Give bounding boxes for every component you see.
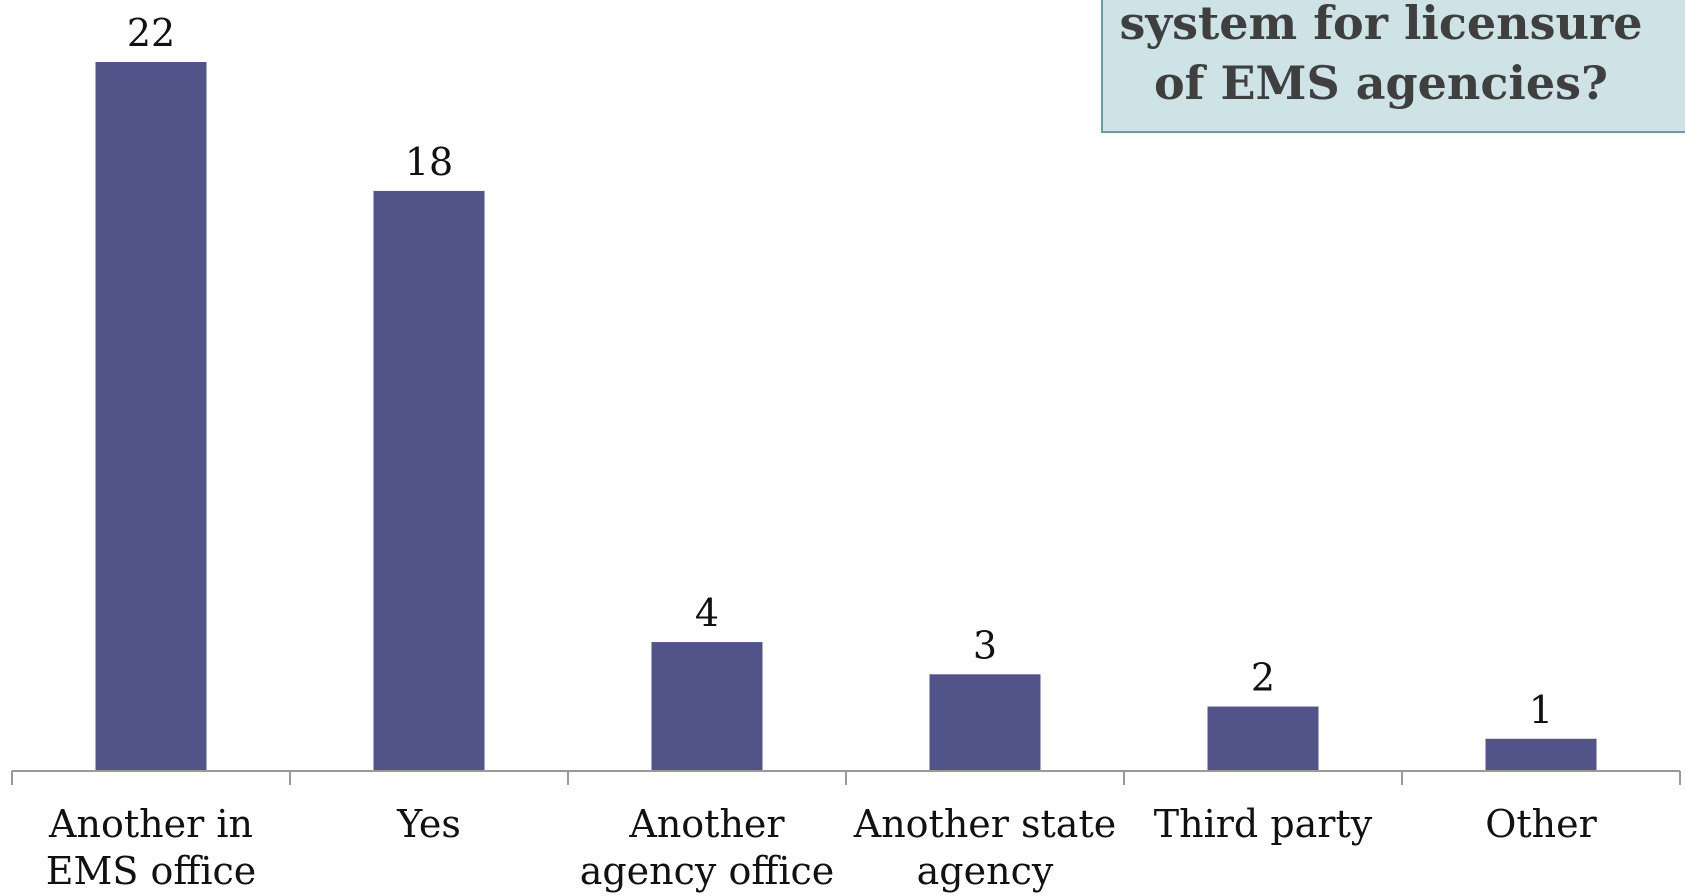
category-label: EMS office xyxy=(46,849,257,893)
bar xyxy=(1207,706,1319,771)
bar-value-label: 2 xyxy=(1251,656,1275,700)
category-label: Other xyxy=(1485,802,1597,846)
value-labels-group: 22 18 4 3 2 1 xyxy=(127,11,1553,732)
chart-title: system for licensure of EMS agencies? xyxy=(1119,0,1643,110)
x-axis xyxy=(11,770,1681,785)
bar-value-label: 22 xyxy=(127,11,175,55)
category-label: agency office xyxy=(580,849,835,893)
category-label: Another state xyxy=(853,802,1116,846)
bar-value-label: 18 xyxy=(405,140,453,184)
category-label: agency xyxy=(917,849,1054,893)
category-label: Another xyxy=(628,802,785,846)
bar xyxy=(95,62,207,771)
bar-value-label: 3 xyxy=(973,623,997,667)
bar xyxy=(1485,738,1597,771)
chart-title-box: system for licensure of EMS agencies? xyxy=(1101,0,1685,133)
bar-value-label: 1 xyxy=(1529,688,1553,732)
bars-group xyxy=(95,62,1597,772)
bar xyxy=(929,674,1041,771)
bar xyxy=(651,642,763,771)
bar-value-label: 4 xyxy=(695,591,719,635)
bar xyxy=(373,190,485,772)
category-label: Yes xyxy=(396,802,461,846)
category-label: Third party xyxy=(1154,802,1373,846)
category-label: Another in xyxy=(48,802,253,846)
